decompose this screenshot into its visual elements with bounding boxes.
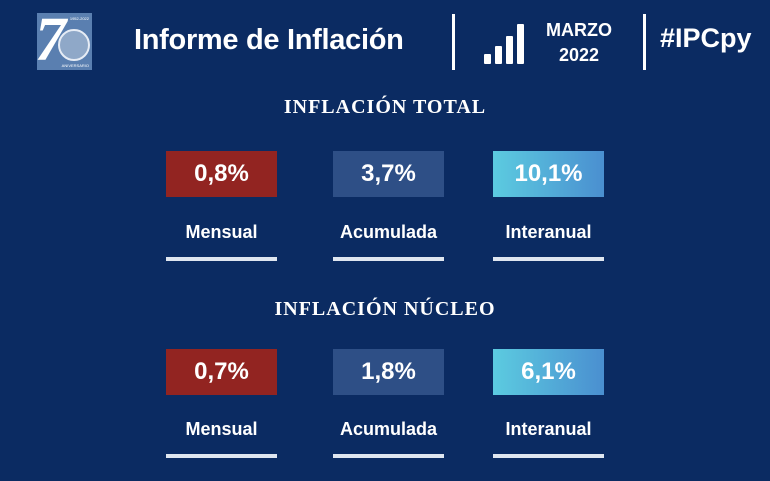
underline — [166, 257, 277, 261]
value-interannual-total: 10,1% — [493, 151, 604, 197]
underline — [493, 454, 604, 458]
divider — [452, 14, 455, 70]
divider — [643, 14, 646, 70]
value-monthly-total: 0,8% — [166, 151, 277, 197]
underline — [166, 454, 277, 458]
underline — [493, 257, 604, 261]
value-cumulative-core: 1,8% — [333, 349, 444, 395]
label-interannual: Interanual — [505, 419, 592, 439]
anniversary-logo: 7 1952-2022 ANIVERSARIO — [35, 6, 92, 74]
logo-years: 1952-2022 — [69, 16, 89, 21]
value-monthly-core: 0,7% — [166, 349, 277, 395]
value-cumulative-total: 3,7% — [333, 151, 444, 197]
label-cumulative: Acumulada — [339, 419, 438, 439]
section-heading-total: INFLACIÓN TOTAL — [283, 96, 487, 118]
section-heading-core: INFLACIÓN NÚCLEO — [274, 298, 496, 320]
underline — [333, 257, 444, 261]
year: 2022 — [558, 45, 600, 65]
month: MARZO — [546, 20, 612, 40]
label-monthly: Mensual — [185, 222, 258, 242]
label-monthly: Mensual — [185, 419, 258, 439]
value-interannual-core: 6,1% — [493, 349, 604, 395]
underline — [333, 454, 444, 458]
label-interannual: Interanual — [505, 222, 592, 242]
bar-chart-icon — [484, 22, 524, 64]
logo-caption: ANIVERSARIO — [61, 63, 89, 68]
seal-icon — [58, 29, 90, 61]
label-cumulative: Acumulada — [339, 222, 438, 242]
page-title: Informe de Inflación — [134, 24, 404, 56]
report-period: MARZO 2022 — [540, 18, 618, 68]
hashtag: #IPCpy — [660, 23, 752, 53]
